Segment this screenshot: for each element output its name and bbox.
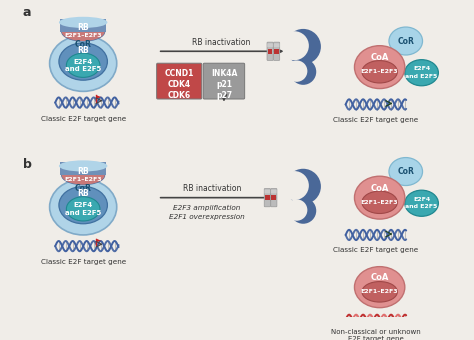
Text: E2F1–E2F3: E2F1–E2F3 bbox=[64, 33, 102, 38]
Text: Classic E2F target gene: Classic E2F target gene bbox=[41, 116, 126, 122]
Ellipse shape bbox=[355, 176, 405, 219]
Text: CDK4: CDK4 bbox=[168, 80, 191, 89]
Ellipse shape bbox=[405, 59, 438, 86]
Ellipse shape bbox=[389, 27, 422, 55]
Ellipse shape bbox=[59, 160, 108, 172]
Bar bbox=[274, 49, 279, 54]
Text: E2F4: E2F4 bbox=[73, 202, 93, 208]
Bar bbox=[60, 162, 107, 175]
Circle shape bbox=[290, 59, 316, 85]
FancyBboxPatch shape bbox=[267, 44, 273, 47]
Text: RB: RB bbox=[77, 46, 89, 55]
Text: p27: p27 bbox=[216, 91, 232, 100]
Text: Non-classical or unknown
E2F target gene: Non-classical or unknown E2F target gene bbox=[331, 329, 421, 340]
FancyBboxPatch shape bbox=[264, 190, 270, 193]
Ellipse shape bbox=[362, 61, 397, 83]
Bar bbox=[272, 195, 276, 200]
Bar bbox=[265, 195, 270, 200]
Text: E2F4: E2F4 bbox=[413, 67, 430, 71]
FancyBboxPatch shape bbox=[273, 42, 280, 61]
Text: E2F1–E2F3: E2F1–E2F3 bbox=[361, 69, 399, 74]
Ellipse shape bbox=[66, 197, 100, 221]
Text: CoA: CoA bbox=[371, 184, 389, 193]
Text: CDK6: CDK6 bbox=[168, 91, 191, 100]
Text: E2F3 amplification: E2F3 amplification bbox=[173, 205, 241, 211]
Ellipse shape bbox=[405, 190, 438, 216]
Text: a: a bbox=[23, 5, 31, 19]
Text: CCND1: CCND1 bbox=[164, 69, 194, 78]
Circle shape bbox=[285, 169, 321, 204]
Circle shape bbox=[280, 171, 309, 200]
Text: Classic E2F target gene: Classic E2F target gene bbox=[333, 118, 419, 123]
Text: E2F1 overexpression: E2F1 overexpression bbox=[169, 215, 245, 220]
FancyBboxPatch shape bbox=[156, 63, 202, 99]
Polygon shape bbox=[96, 239, 101, 242]
Ellipse shape bbox=[50, 35, 117, 91]
Bar bbox=[60, 19, 107, 32]
Text: Classic E2F target gene: Classic E2F target gene bbox=[41, 259, 126, 265]
FancyBboxPatch shape bbox=[271, 188, 277, 207]
Text: RB inactivation: RB inactivation bbox=[182, 184, 241, 193]
Text: CoA: CoA bbox=[371, 53, 389, 62]
FancyBboxPatch shape bbox=[274, 44, 279, 47]
Ellipse shape bbox=[362, 282, 397, 302]
Text: E2F1–E2F3: E2F1–E2F3 bbox=[361, 200, 399, 205]
Text: and E2F5: and E2F5 bbox=[405, 74, 438, 79]
Text: CoR: CoR bbox=[75, 40, 91, 49]
Text: RB: RB bbox=[77, 167, 89, 176]
Ellipse shape bbox=[59, 186, 108, 224]
Text: and E2F5: and E2F5 bbox=[405, 204, 438, 209]
Text: CoR: CoR bbox=[75, 184, 91, 193]
Polygon shape bbox=[96, 95, 101, 99]
Text: E2F4: E2F4 bbox=[73, 58, 93, 65]
FancyBboxPatch shape bbox=[271, 190, 277, 193]
Ellipse shape bbox=[62, 166, 105, 185]
Circle shape bbox=[280, 31, 309, 60]
Circle shape bbox=[286, 61, 307, 82]
Text: INK4A: INK4A bbox=[211, 69, 237, 78]
Ellipse shape bbox=[59, 43, 108, 80]
Ellipse shape bbox=[59, 17, 108, 28]
Ellipse shape bbox=[66, 53, 100, 78]
Text: E2F1–E2F3: E2F1–E2F3 bbox=[361, 289, 399, 294]
Text: RB inactivation: RB inactivation bbox=[192, 38, 250, 47]
Text: E2F4: E2F4 bbox=[413, 197, 430, 202]
Text: and E2F5: and E2F5 bbox=[65, 66, 101, 72]
Ellipse shape bbox=[50, 179, 117, 235]
Text: b: b bbox=[23, 158, 31, 171]
Text: Classic E2F target gene: Classic E2F target gene bbox=[333, 247, 419, 253]
FancyBboxPatch shape bbox=[203, 63, 245, 99]
Ellipse shape bbox=[389, 157, 422, 186]
Text: and E2F5: and E2F5 bbox=[65, 209, 101, 216]
Text: E2F1–E2F3: E2F1–E2F3 bbox=[64, 176, 102, 182]
Circle shape bbox=[286, 199, 307, 221]
Text: CoR: CoR bbox=[397, 36, 414, 46]
Bar bbox=[268, 49, 273, 54]
Text: p21: p21 bbox=[216, 80, 232, 89]
Circle shape bbox=[285, 29, 321, 64]
Circle shape bbox=[290, 198, 316, 224]
FancyBboxPatch shape bbox=[264, 188, 270, 207]
Ellipse shape bbox=[62, 22, 105, 41]
Text: RB: RB bbox=[77, 23, 89, 32]
Ellipse shape bbox=[62, 166, 105, 185]
Ellipse shape bbox=[355, 267, 405, 308]
Text: CoR: CoR bbox=[397, 167, 414, 176]
Text: RB: RB bbox=[77, 189, 89, 199]
FancyBboxPatch shape bbox=[267, 42, 273, 61]
Ellipse shape bbox=[62, 22, 105, 41]
Ellipse shape bbox=[355, 46, 405, 89]
Text: CoA: CoA bbox=[371, 273, 389, 282]
Ellipse shape bbox=[362, 191, 397, 214]
